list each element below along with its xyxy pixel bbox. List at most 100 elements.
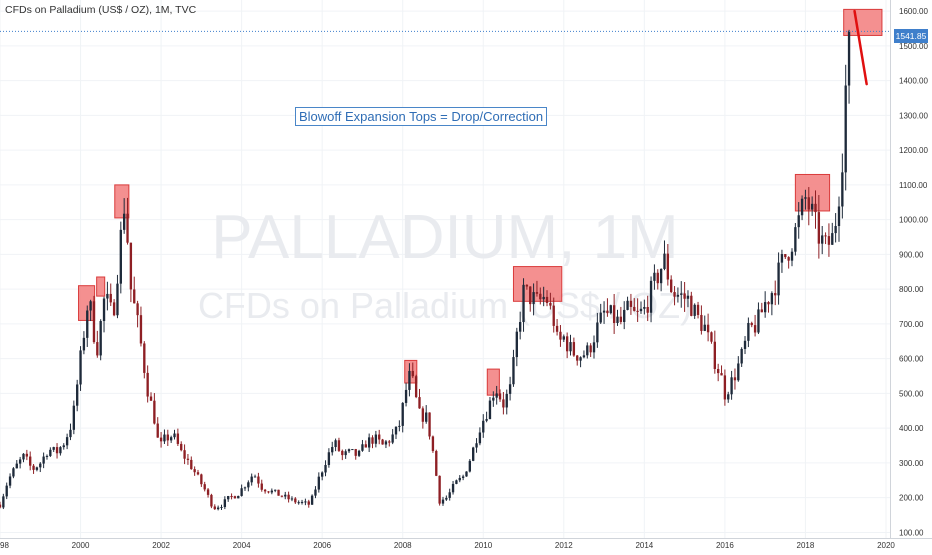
candle-body bbox=[42, 456, 45, 464]
candle-body bbox=[767, 302, 770, 305]
candle-body bbox=[193, 469, 196, 473]
candle-body bbox=[102, 298, 106, 322]
candle-body bbox=[310, 495, 314, 505]
candle-body bbox=[183, 450, 186, 459]
candle-body bbox=[505, 393, 508, 408]
y-tick-label: 300.00 bbox=[899, 459, 924, 468]
candle-body bbox=[243, 487, 247, 489]
candle-body bbox=[337, 440, 341, 451]
candle-body bbox=[730, 377, 733, 395]
candle-body bbox=[602, 310, 606, 313]
x-tick-label: 2000 bbox=[72, 541, 90, 550]
y-tick-label: 1200.00 bbox=[899, 146, 928, 155]
candle-body bbox=[280, 495, 284, 497]
candle-body bbox=[589, 345, 592, 353]
candle-body bbox=[122, 213, 126, 230]
y-tick-label: 900.00 bbox=[899, 250, 924, 259]
highlight-box bbox=[404, 359, 418, 384]
candle-body bbox=[35, 467, 39, 470]
candle-body bbox=[364, 444, 367, 448]
candle-body bbox=[49, 449, 52, 456]
candle-body bbox=[361, 444, 364, 451]
candle-body bbox=[149, 396, 153, 401]
candle-body bbox=[616, 316, 619, 323]
candle-body bbox=[720, 373, 723, 376]
y-tick-label: 1000.00 bbox=[899, 216, 928, 225]
candle-body bbox=[414, 376, 418, 398]
candle-body bbox=[203, 484, 206, 490]
candle-layer bbox=[0, 29, 851, 511]
candle-body bbox=[555, 325, 559, 332]
candle-body bbox=[398, 425, 401, 427]
candle-body bbox=[190, 459, 193, 470]
candle-body bbox=[810, 203, 814, 210]
candle-body bbox=[844, 85, 847, 173]
candle-body bbox=[200, 474, 203, 485]
candle-body bbox=[663, 253, 666, 269]
candle-body bbox=[250, 476, 253, 483]
candle-body bbox=[180, 443, 183, 451]
candle-body bbox=[653, 272, 656, 281]
candle-body bbox=[545, 296, 549, 303]
candle-body bbox=[639, 308, 643, 312]
candle-body bbox=[569, 342, 572, 352]
annotation-label[interactable]: Blowoff Expansion Tops = Drop/Correction bbox=[295, 107, 548, 126]
candle-body bbox=[357, 450, 361, 456]
candle-body bbox=[790, 251, 794, 261]
candle-body bbox=[670, 279, 673, 293]
x-tick-label: 1998 bbox=[0, 541, 9, 550]
candle-body bbox=[0, 504, 2, 508]
candle-body bbox=[472, 447, 475, 461]
candle-body bbox=[612, 305, 616, 323]
candle-body bbox=[824, 235, 827, 237]
candle-body bbox=[518, 322, 522, 332]
candle-body bbox=[153, 400, 156, 424]
x-tick-label: 2012 bbox=[555, 541, 573, 550]
y-tick-label: 1300.00 bbox=[899, 111, 928, 120]
y-tick-label: 100.00 bbox=[899, 528, 924, 537]
watermark-symbol: PALLADIUM, 1M bbox=[211, 203, 678, 272]
candle-body bbox=[586, 345, 589, 356]
candle-body bbox=[233, 496, 237, 499]
x-tick-label: 2004 bbox=[233, 541, 251, 550]
candle-body bbox=[112, 302, 116, 316]
candle-body bbox=[643, 306, 646, 309]
y-tick-label: 400.00 bbox=[899, 424, 924, 433]
y-tick-label: 1600.00 bbox=[899, 7, 928, 16]
candle-body bbox=[508, 384, 512, 394]
candle-body bbox=[582, 355, 586, 358]
candle-body bbox=[284, 494, 287, 497]
highlight-box bbox=[96, 276, 106, 297]
candle-body bbox=[331, 447, 334, 453]
candle-body bbox=[797, 215, 800, 228]
candle-body bbox=[777, 262, 780, 296]
candle-body bbox=[693, 304, 696, 316]
candle-body bbox=[15, 463, 18, 469]
candle-body bbox=[800, 198, 804, 216]
candle-body bbox=[784, 254, 787, 258]
candle-body bbox=[576, 355, 579, 361]
x-tick-label: 2008 bbox=[394, 541, 412, 550]
candle-body bbox=[92, 301, 96, 343]
candle-body bbox=[441, 499, 445, 504]
candle-body bbox=[159, 437, 163, 442]
candle-body bbox=[448, 492, 451, 498]
candle-body bbox=[394, 426, 398, 435]
candle-body bbox=[599, 312, 602, 323]
candle-body bbox=[22, 453, 25, 460]
candle-body bbox=[727, 394, 730, 400]
x-tick-label: 2020 bbox=[877, 541, 895, 550]
candle-body bbox=[76, 384, 79, 406]
candle-body bbox=[89, 301, 92, 311]
candle-body bbox=[596, 322, 599, 343]
candle-body bbox=[378, 434, 381, 440]
candle-body bbox=[703, 324, 706, 331]
candle-body bbox=[565, 336, 569, 352]
candle-body bbox=[710, 332, 713, 342]
candle-body bbox=[834, 226, 837, 234]
candle-body bbox=[176, 433, 180, 444]
highlight-box bbox=[843, 8, 883, 36]
highlight-layer bbox=[78, 8, 883, 396]
candle-body bbox=[62, 445, 65, 448]
candle-body bbox=[106, 293, 109, 299]
